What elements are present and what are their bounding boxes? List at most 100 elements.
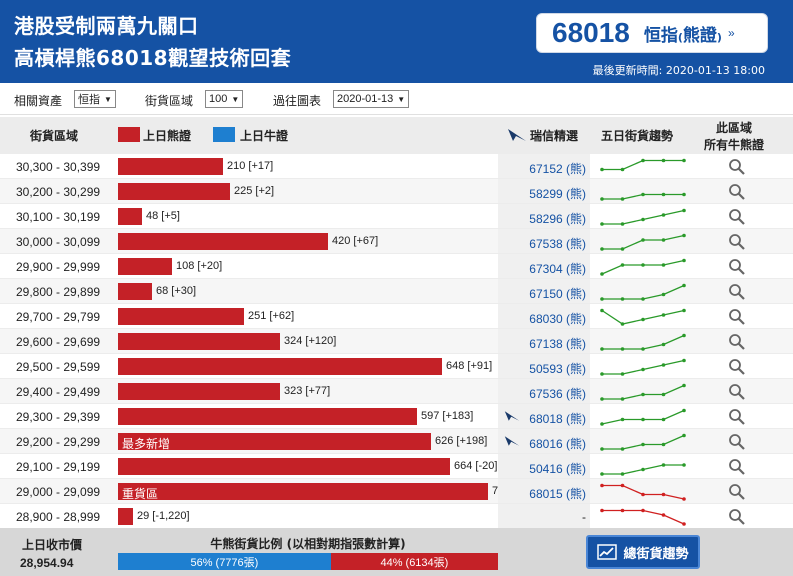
warrant-code-link[interactable]: 58299 (熊) (529, 187, 586, 201)
bar-value-label: 251 [+62] (248, 310, 295, 322)
trend-point (661, 292, 666, 297)
headline-line2: 高槓桿熊68018觀望技術回套 (14, 46, 292, 70)
ratio-title: 牛熊街貨比例 (以相對期指張數計算) (210, 537, 406, 551)
trend-point (600, 483, 604, 488)
search-icon[interactable] (728, 333, 746, 351)
sail-logo-icon (508, 129, 526, 141)
trend-point (661, 363, 666, 367)
warrant-code-link[interactable]: 67150 (熊) (529, 287, 586, 301)
search-icon[interactable] (728, 158, 746, 176)
pick-cell: 50593 (熊) (498, 354, 590, 378)
table-row: 29,600 - 29,699 324 [+120] 67138 (熊) (0, 329, 793, 354)
search-icon[interactable] (728, 208, 746, 226)
trend-line (602, 284, 685, 300)
trend-point (661, 192, 666, 197)
range-cell: 29,000 - 29,099 (16, 485, 101, 499)
bar-tag: 重貨區 (122, 487, 159, 501)
range-cell: 29,800 - 29,899 (16, 285, 101, 299)
trend-point (600, 472, 604, 476)
table-row: 29,300 - 29,399 597 [+183] 68018 (熊) (0, 404, 793, 429)
search-icon[interactable] (728, 433, 746, 451)
pick-cell: 68018 (熊) (498, 404, 590, 428)
search-icon[interactable] (728, 183, 746, 201)
search-icon[interactable] (728, 408, 746, 426)
trend-sparkline (600, 358, 686, 376)
table-row: 29,700 - 29,799 251 [+62] 68030 (熊) (0, 304, 793, 329)
trend-point (620, 372, 625, 376)
trend-sparkline (600, 258, 686, 276)
warrant-code-link[interactable]: 68015 (熊) (529, 487, 586, 501)
trend-point (641, 158, 645, 163)
trend-point (641, 217, 645, 222)
trend-point (600, 508, 604, 513)
bear-bar (118, 508, 133, 525)
search-icon[interactable] (728, 383, 746, 401)
bear-bar (118, 358, 442, 375)
trend-sparkline (600, 158, 686, 172)
legend-bull-swatch (213, 127, 235, 142)
search-icon[interactable] (728, 458, 746, 476)
sail-logo-icon (504, 411, 520, 421)
warrant-code-link[interactable]: 67138 (熊) (529, 337, 586, 351)
search-icon[interactable] (728, 283, 746, 301)
warrant-code-link[interactable]: 58296 (熊) (529, 212, 586, 226)
warrant-code-link[interactable]: 67536 (熊) (529, 387, 586, 401)
trend-point (661, 463, 666, 467)
table-row: 30,200 - 30,299 225 [+2] 58299 (熊) (0, 179, 793, 204)
warrant-code-link[interactable]: 68030 (熊) (529, 312, 586, 326)
trend-point (661, 263, 666, 267)
range-cell: 30,100 - 30,199 (16, 210, 101, 224)
trend-point (600, 297, 604, 301)
warrant-code-link[interactable]: 50593 (熊) (529, 362, 586, 376)
trend-point (600, 197, 604, 201)
trend-point (682, 383, 686, 388)
range-cell: 30,300 - 30,399 (16, 160, 101, 174)
range-select[interactable]: 100 ▼ (205, 90, 244, 108)
search-icon[interactable] (728, 233, 746, 251)
trend-point (620, 447, 625, 451)
warrant-code-link[interactable]: 67152 (熊) (529, 162, 586, 176)
trend-point (600, 372, 604, 376)
trend-point (682, 258, 686, 263)
table-row: 28,900 - 28,999 29 [-1,220] - (0, 504, 793, 529)
bar-value-label: 108 [+20] (176, 260, 223, 272)
bar-value-label: 420 [+67] (332, 235, 379, 247)
range-cell: 29,400 - 29,499 (16, 385, 101, 399)
last-updated: 最後更新時間: 2020-01-13 18:00 (592, 64, 765, 77)
warrant-link-button[interactable]: 68018 恒指(熊證) » (536, 13, 768, 53)
pick-cell: 67138 (熊) (498, 329, 590, 353)
bar-value-label: 664 [-20] (454, 460, 498, 472)
table-row: 30,100 - 30,199 48 [+5] 58296 (熊) (0, 204, 793, 229)
warrant-code-link[interactable]: 68018 (熊) (529, 412, 586, 426)
bear-bar (118, 183, 230, 200)
bear-bar (118, 408, 417, 425)
filter-bar: 相關資產 恒指 ▼ 街貨區域 100 ▼ 過往圖表 2020-01-13 ▼ (0, 83, 793, 115)
total-trend-button[interactable]: 總街貨趨勢 (586, 535, 700, 569)
trend-point (600, 422, 604, 426)
trend-sparkline (600, 408, 686, 426)
warrant-code-link[interactable]: 67304 (熊) (529, 262, 586, 276)
warrant-code-link[interactable]: 50416 (熊) (529, 462, 586, 476)
trend-point (661, 238, 666, 242)
search-icon[interactable] (728, 508, 746, 526)
history-date-select[interactable]: 2020-01-13 ▼ (333, 90, 410, 108)
search-icon[interactable] (728, 308, 746, 326)
warrant-code-link[interactable]: 67538 (熊) (529, 237, 586, 251)
trend-point (661, 342, 666, 347)
double-chevron-right-icon: » (727, 26, 735, 40)
trend-point (641, 442, 645, 447)
warrant-code-link[interactable]: 68016 (熊) (529, 437, 586, 451)
search-icon[interactable] (728, 358, 746, 376)
search-icon[interactable] (728, 258, 746, 276)
col-all-line2: 所有牛熊證 (704, 138, 765, 152)
search-icon[interactable] (728, 483, 746, 501)
asset-select[interactable]: 恒指 ▼ (74, 90, 116, 108)
bar-value-label: 225 [+2] (234, 185, 275, 197)
prev-close-value: 28,954.94 (20, 556, 74, 570)
bar-value-label: 29 [-1,220] (137, 510, 190, 522)
bear-bar (118, 333, 280, 350)
table-row: 30,300 - 30,399 210 [+17] 67152 (熊) (0, 154, 793, 179)
trend-point (600, 308, 604, 313)
trend-point (641, 238, 645, 242)
trend-point (641, 392, 645, 397)
